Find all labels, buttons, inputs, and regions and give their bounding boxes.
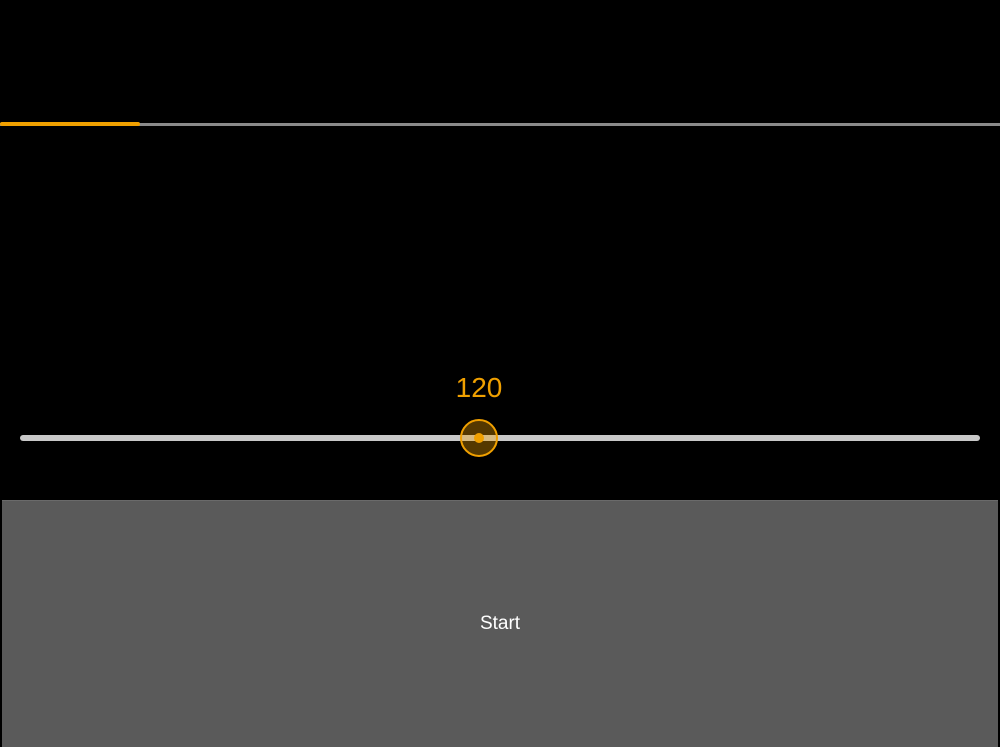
- progress-track: [0, 123, 1000, 126]
- progress-bar: [0, 122, 1000, 126]
- slider-thumb[interactable]: [459, 419, 498, 457]
- start-button[interactable]: Start: [2, 500, 998, 747]
- tempo-slider[interactable]: [20, 418, 980, 458]
- slider-value-label: 120: [455, 372, 503, 403]
- slider-thumb-dot: [473, 433, 484, 443]
- progress-fill: [0, 122, 140, 126]
- slider-track[interactable]: [20, 435, 980, 441]
